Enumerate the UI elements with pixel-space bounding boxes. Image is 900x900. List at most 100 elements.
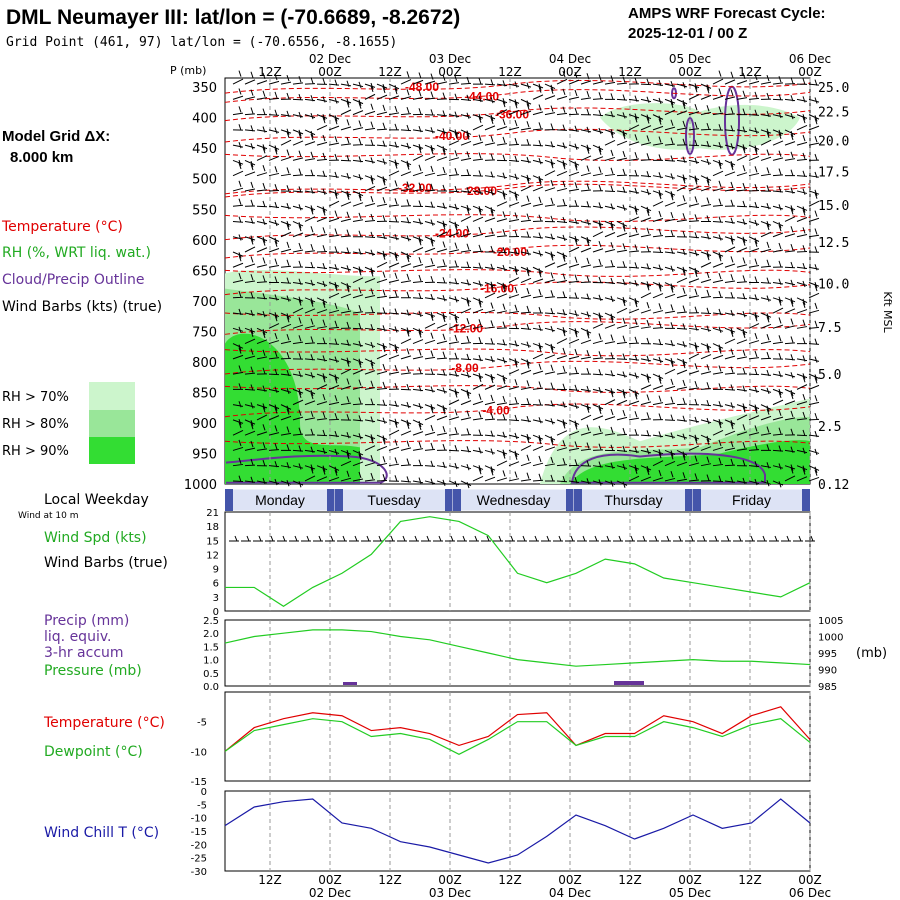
- wind-barb: [544, 179, 556, 192]
- wind-barb: [484, 412, 496, 421]
- wind-barb: [340, 357, 352, 364]
- wind-barb: [316, 376, 328, 390]
- wind-barb: [796, 209, 808, 222]
- wind-barb: [400, 440, 412, 451]
- wind-barb: [244, 274, 256, 284]
- wind-barb: [772, 388, 784, 396]
- wind-barb: [640, 78, 652, 86]
- wind-barb: [292, 129, 304, 137]
- wind-barb: [580, 311, 592, 318]
- wind-barb: [520, 121, 532, 131]
- wind-barb: [592, 166, 604, 177]
- wind-barb: [244, 366, 256, 375]
- wind-barb: [580, 183, 592, 192]
- wind-barb: [796, 188, 808, 195]
- wind-barb: [784, 133, 796, 146]
- wind-barb: [244, 159, 256, 168]
- wind-barb: [664, 449, 676, 457]
- wind-barb: [772, 93, 784, 101]
- wind-barb: [688, 345, 700, 360]
- wind-barb: [628, 336, 640, 345]
- wind-barb: [316, 209, 328, 222]
- wind-barb: [244, 384, 256, 391]
- wind-barb: [304, 388, 316, 397]
- wind-barb: [304, 300, 316, 314]
- wind-barb: [784, 300, 796, 314]
- wind-barb: [472, 95, 484, 103]
- wind-barb: [460, 133, 472, 146]
- wind-barb: [544, 233, 556, 240]
- wind-barb: [304, 77, 316, 85]
- wind-barb: [676, 177, 688, 192]
- wind-barb: [772, 427, 784, 436]
- wind-barb: [760, 185, 772, 192]
- bottom-time-tick: 00Z: [798, 873, 822, 887]
- wind-barb: [364, 434, 376, 441]
- wind-barb: [256, 367, 268, 375]
- wind-barb: [616, 299, 628, 314]
- wind-barb: [736, 459, 748, 467]
- wind-barb: [640, 114, 652, 121]
- wind-barb: [340, 211, 352, 222]
- wind-barb: [472, 468, 484, 482]
- wind-barb: [796, 301, 808, 314]
- surface-wind-barb: [277, 535, 287, 542]
- surface-wind-barb: [577, 535, 587, 542]
- wind-barb: [580, 460, 592, 467]
- wind-barb: [664, 190, 676, 198]
- wind-barb: [772, 111, 784, 119]
- wind-barb: [784, 446, 796, 453]
- wind-barb: [568, 419, 580, 427]
- wind-barb: [532, 266, 544, 275]
- wind-barb: [556, 70, 568, 85]
- wind-barb: [592, 184, 604, 192]
- pressure-axis-title: P (mb): [170, 64, 206, 77]
- surface-wind-barb: [385, 535, 395, 542]
- wind-barb: [748, 219, 760, 227]
- wind-barb: [748, 127, 760, 134]
- wind-barb: [724, 419, 736, 427]
- wind-barb: [520, 362, 532, 375]
- top-time-tick: 00Z: [438, 65, 462, 79]
- wind-barb: [808, 189, 820, 196]
- wind-barb: [616, 112, 628, 119]
- bottom-date-label: 05 Dec: [669, 886, 711, 900]
- wind-barb: [676, 379, 688, 390]
- wind-barb: [268, 294, 280, 301]
- wind-barb: [268, 184, 280, 192]
- wind-barb: [376, 197, 388, 207]
- wind-barb: [556, 309, 568, 316]
- wind-barb: [496, 303, 508, 314]
- bottom-time-tick: 12Z: [618, 873, 642, 887]
- rh70-swatch: [89, 382, 135, 410]
- wind-barb: [400, 401, 412, 409]
- wind-barb: [772, 296, 784, 303]
- pressure-tick-label: 750: [192, 325, 217, 340]
- wind-barb: [388, 87, 400, 100]
- wind-barb: [472, 208, 484, 222]
- wind-barb: [592, 443, 604, 451]
- wind-barb: [472, 447, 484, 454]
- wind-barb: [700, 456, 712, 467]
- pressure-tick-label-right: 1000: [818, 633, 843, 644]
- wind-barb: [436, 408, 448, 421]
- wind-barb: [676, 98, 688, 107]
- wind-barb: [520, 436, 532, 451]
- wind-barb: [268, 478, 280, 486]
- surface-wind-barb: [589, 535, 599, 542]
- wind-barb: [508, 432, 520, 440]
- wind-barb: [772, 463, 784, 470]
- wind-barb: [796, 465, 808, 472]
- wind-barb: [808, 395, 820, 406]
- wind-barb: [640, 96, 652, 103]
- weekday-label: Tuesday: [367, 492, 420, 508]
- wind-barb: [580, 403, 592, 411]
- wind-barb: [484, 135, 496, 146]
- wind-barb: [412, 164, 424, 177]
- wind-barb: [568, 366, 580, 375]
- wind-barb: [772, 204, 784, 211]
- wind-barb: [724, 217, 736, 224]
- wind-barb: [376, 179, 388, 192]
- wind-barb: [544, 83, 556, 92]
